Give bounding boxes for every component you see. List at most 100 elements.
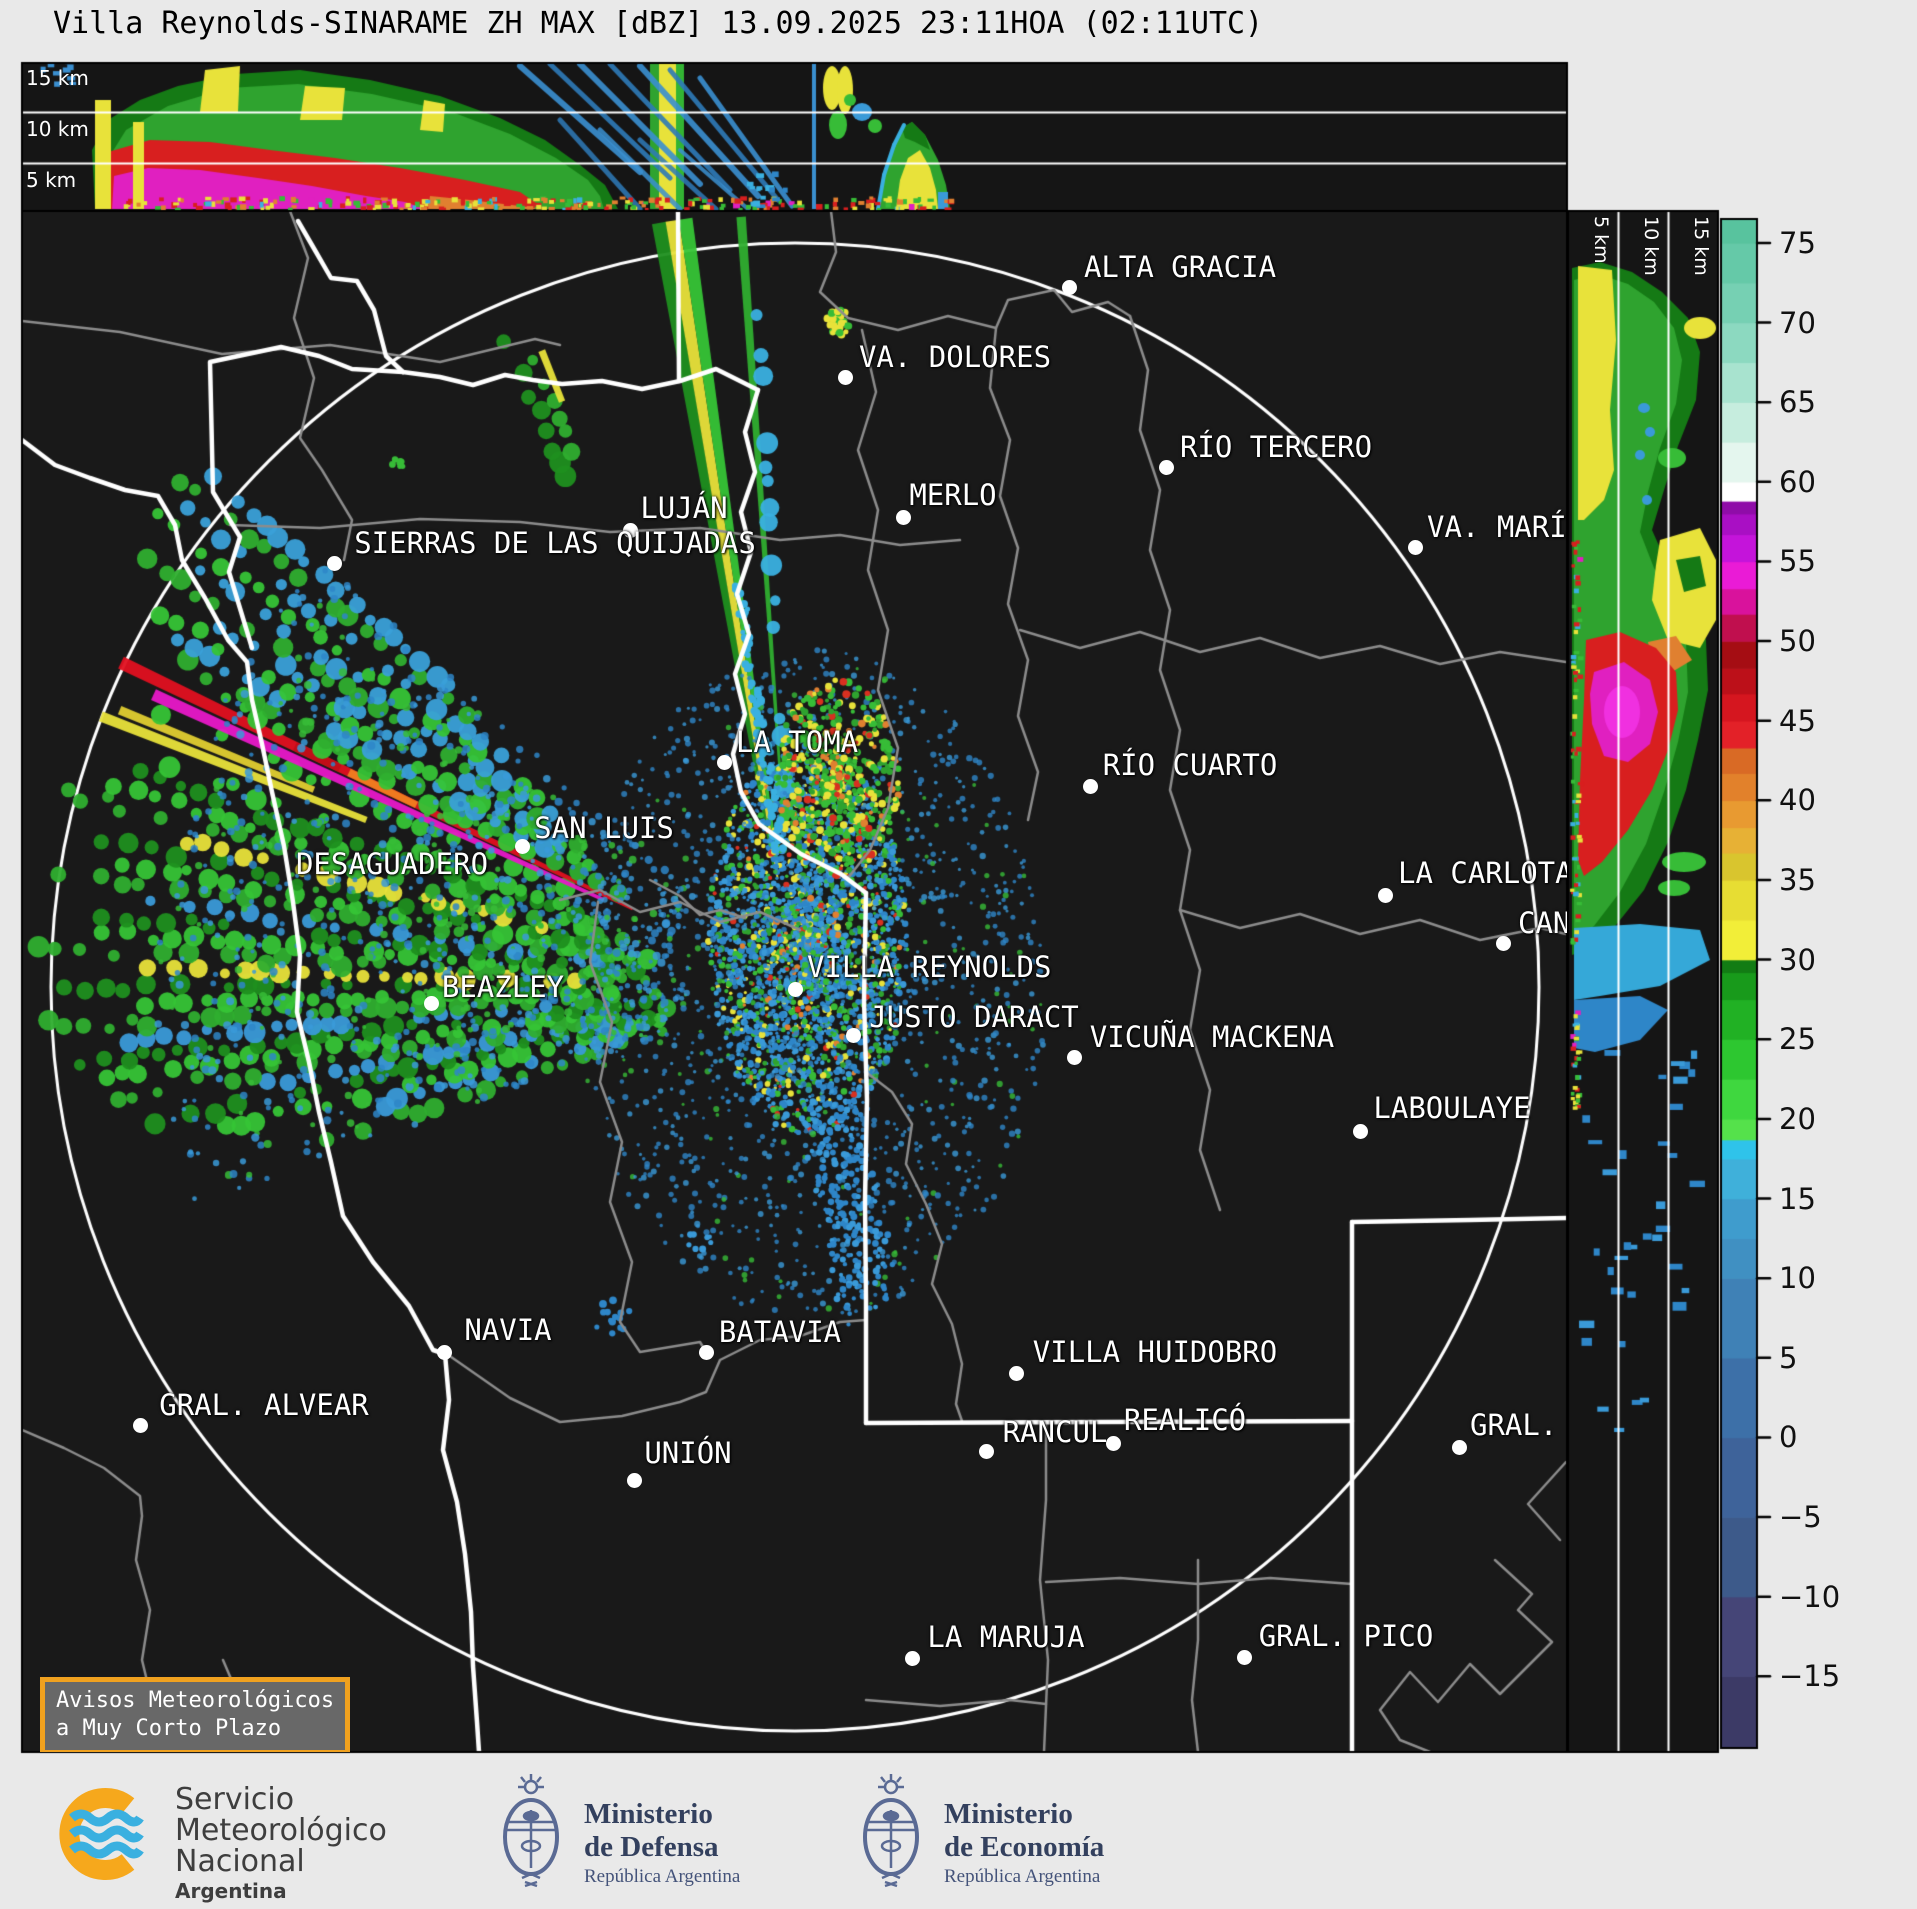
altitude-label-10km-vertical: 10 km [1640, 216, 1662, 276]
city-label: GRAL. ALVEAR [159, 1388, 369, 1422]
city-dot [698, 1344, 714, 1360]
city-dot [845, 1027, 861, 1043]
colorbar-tick-label: 20 [1779, 1101, 1816, 1136]
city-dot [895, 509, 911, 525]
altitude-label-5km: 5 km [26, 168, 77, 192]
city-dot [132, 1417, 148, 1433]
city-dot [1377, 887, 1393, 903]
ministerio-economia-text: Ministerio de Economía República Argenti… [944, 1798, 1104, 1890]
footer: Servicio Meteorológico Nacional Argentin… [0, 1752, 1917, 1909]
colorbar-tick-label: 60 [1779, 464, 1816, 499]
smn-country: Argentina [175, 1879, 287, 1903]
economia-subtitle: República Argentina [944, 1866, 1101, 1887]
city-label: RÍO TERCERO [1179, 430, 1373, 464]
city-label: RANCUL [1002, 1415, 1108, 1449]
city-dot [1061, 279, 1077, 295]
city-label: LA TOMA [735, 725, 859, 759]
altitude-label-15km-vertical: 15 km [1690, 216, 1712, 276]
city-label: LUJÁN [640, 491, 728, 525]
city-dot [622, 522, 638, 538]
city-label: DESAGUADERO [295, 847, 489, 881]
smn-logo-icon [59, 1788, 144, 1880]
city-label: VILLA REYNOLDS [807, 950, 1052, 984]
city-label: VILLA HUIDOBRO [1032, 1335, 1278, 1369]
warning-line-1: Avisos Meteorológicos [56, 1688, 335, 1713]
city-dot [837, 369, 853, 385]
smn-line-1: Servicio [175, 1782, 295, 1817]
city-dot [787, 981, 803, 997]
city-label: GRAL. PICO [1258, 1619, 1434, 1653]
city-label: GRAL. [1470, 1408, 1558, 1442]
city-label: NAVIA [464, 1313, 552, 1347]
city-dot [1352, 1123, 1368, 1139]
city-label: REALICÓ [1123, 1403, 1247, 1437]
colorbar-tick-label: −15 [1779, 1659, 1841, 1694]
city-dot [1105, 1435, 1121, 1451]
city-dot [1451, 1439, 1467, 1455]
city-label: VICUÑA MACKENA [1089, 1020, 1335, 1054]
city-dot [1495, 935, 1511, 951]
colorbar-tick-label: 45 [1779, 703, 1816, 738]
city-dot [716, 754, 732, 770]
city-label: LA CARLOTA [1398, 856, 1567, 890]
altitude-label-10km: 10 km [26, 117, 89, 141]
city-dot [1066, 1049, 1082, 1065]
city-dot [436, 1344, 452, 1360]
city-dot [626, 1472, 642, 1488]
city-label: LA MARUJA [927, 1620, 1085, 1654]
ministerio-defensa-text: Ministerio de Defensa República Argentin… [584, 1798, 740, 1890]
altitude-label-5km-vertical: 5 km [1590, 216, 1612, 264]
city-dot [1407, 539, 1423, 555]
city-label: VA. MARÍ [1427, 510, 1567, 544]
city-label: ALTA GRACIA [1083, 250, 1277, 284]
city-dot [978, 1443, 994, 1459]
colorbar-tick-label: 55 [1779, 544, 1816, 579]
city-label: BATAVIA [718, 1315, 842, 1349]
smn-line-2: Meteorológico [175, 1813, 387, 1848]
city-dot [423, 995, 439, 1011]
city-dot [1236, 1649, 1252, 1665]
colorbar-tick-label: 65 [1779, 385, 1816, 420]
city-label: MERLO [909, 478, 997, 512]
city-dot [1158, 459, 1174, 475]
defensa-line-2: de Defensa [584, 1831, 719, 1863]
economia-line-2: de Economía [944, 1831, 1105, 1863]
colorbar-tick-label: 0 [1779, 1420, 1798, 1455]
defensa-line-1: Ministerio [584, 1798, 713, 1830]
city-label: JUSTO DARACT [869, 1000, 1079, 1034]
city-label: LABOULAYE [1373, 1091, 1531, 1125]
city-dot [326, 555, 342, 571]
colorbar-tick-label: 15 [1779, 1181, 1816, 1216]
colorbar-tick-label: 50 [1779, 624, 1816, 659]
city-label: BEAZLEY [441, 970, 565, 1004]
city-label: VA. DOLORES [858, 340, 1052, 374]
colorbar-tick-label: 30 [1779, 942, 1816, 977]
city-label: UNIÓN [644, 1436, 732, 1470]
colorbar-tick-label: 40 [1779, 783, 1816, 818]
warning-line-2: a Muy Corto Plazo [56, 1716, 282, 1741]
city-dot [904, 1650, 920, 1666]
city-label: CAN [1518, 906, 1567, 940]
smn-logo-text: Servicio Meteorológico Nacional Argentin… [175, 1784, 387, 1903]
colorbar-tick-label: −10 [1779, 1579, 1841, 1614]
smn-line-3: Nacional [175, 1844, 305, 1879]
colorbar-tick-label: 70 [1779, 305, 1816, 340]
city-label: RÍO CUARTO [1102, 748, 1278, 782]
colorbar-tick-label: 35 [1779, 862, 1816, 897]
colorbar-tick-label: 5 [1779, 1340, 1798, 1375]
coat-of-arms-icon [863, 1774, 919, 1888]
colorbar-tick-label: 10 [1779, 1261, 1816, 1296]
coat-of-arms-icon [503, 1774, 559, 1888]
altitude-label-15km: 15 km [26, 66, 89, 90]
city-label: SAN LUIS [534, 811, 674, 845]
colorbar-tick-label: 75 [1779, 225, 1816, 260]
city-label: SIERRAS DE LAS QUIJADAS [354, 526, 756, 560]
economia-line-1: Ministerio [944, 1798, 1073, 1830]
city-dot [1008, 1365, 1024, 1381]
map-overlay: Avisos Meteorológicos a Muy Corto Plazo … [22, 211, 1567, 1752]
warning-box: Avisos Meteorológicos a Muy Corto Plazo [40, 1677, 351, 1752]
city-dot [514, 838, 530, 854]
city-dot [1082, 778, 1098, 794]
